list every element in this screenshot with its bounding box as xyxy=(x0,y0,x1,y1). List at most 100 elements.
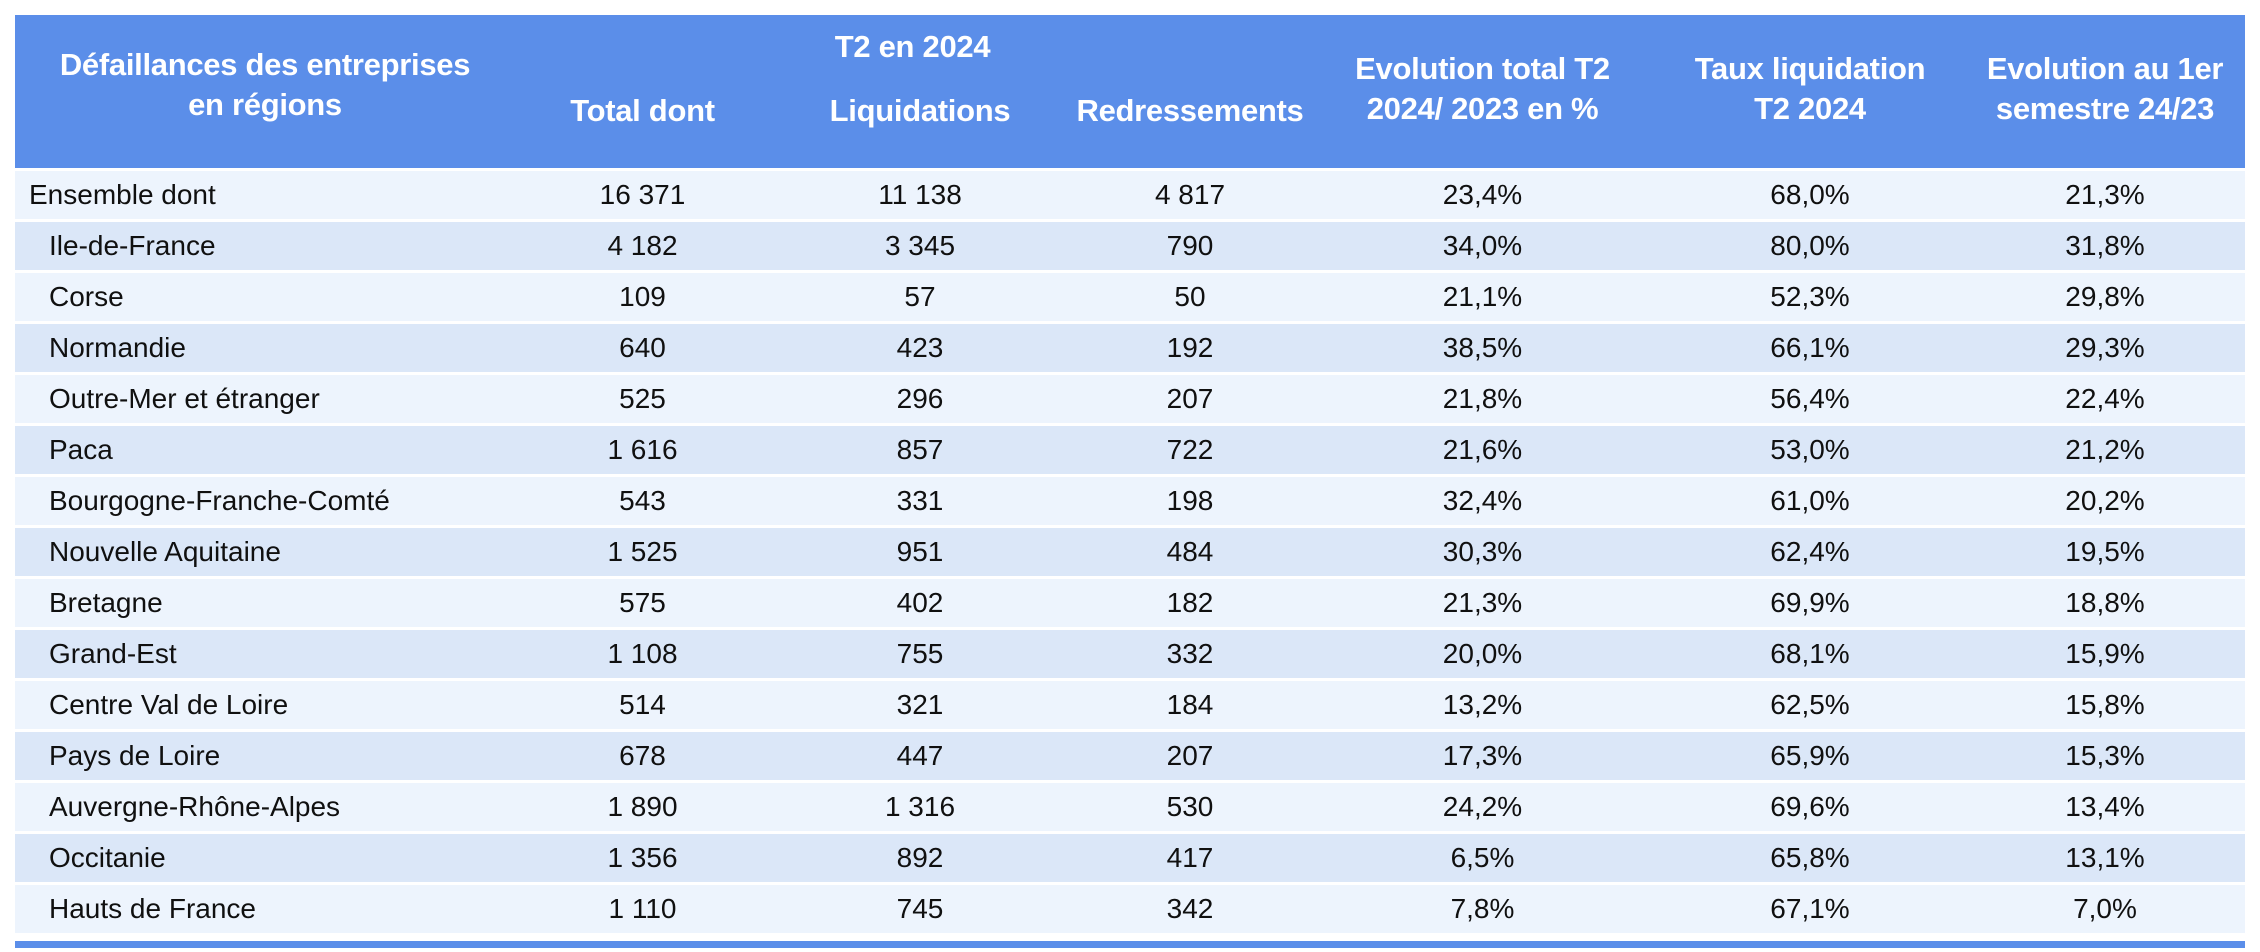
total-cell: 1 110 xyxy=(608,893,677,924)
liquidations-cell: 331 xyxy=(896,485,944,516)
liquidations-cell: 1 316 xyxy=(884,791,956,822)
evolution-t2-cell: 20,0% xyxy=(1442,638,1523,669)
evolution-semestre-cell: 13,1% xyxy=(2065,842,2145,873)
evolution-semestre-cell: 29,3% xyxy=(2065,332,2145,363)
total-cell: 109 xyxy=(619,281,666,312)
header-col-redressements: Redressements xyxy=(1076,93,1304,128)
total-cell: 525 xyxy=(619,383,666,414)
redressements-cell: 192 xyxy=(1166,332,1214,363)
table-row: Ile-de-France 4 182 3 345 790 34,0% 80,0… xyxy=(15,222,2245,270)
header-col-evolution-t2-line2: 2024/ 2023 en % xyxy=(1366,90,1599,126)
header-col-evolution-semestre-line1: Evolution au 1er xyxy=(1986,50,2224,86)
region-cell: Paca xyxy=(49,434,113,465)
liquidations-cell: 447 xyxy=(896,740,944,771)
evolution-t2-cell: 34,0% xyxy=(1442,230,1523,261)
total-cell: 1 616 xyxy=(607,434,678,465)
evolution-t2-cell: 32,4% xyxy=(1442,485,1523,516)
evolution-t2-cell: 38,5% xyxy=(1442,332,1523,363)
header-region-title: Défaillances des entreprises en régions xyxy=(15,45,515,139)
evolution-t2-cell: 24,2% xyxy=(1442,791,1523,822)
evolution-t2-cell: 21,6% xyxy=(1442,434,1523,465)
liquidations-cell: 296 xyxy=(896,383,944,414)
taux-liquidation-cell: 66,1% xyxy=(1770,332,1850,363)
table-row: Centre Val de Loire 514 321 184 13,2% 62… xyxy=(15,681,2245,729)
region-cell: Grand-Est xyxy=(49,638,177,669)
evolution-semestre-cell: 19,5% xyxy=(2065,536,2145,567)
header-col-evolution-semestre: Evolution au 1er semestre 24/23 xyxy=(1965,49,2245,135)
region-cell: Outre-Mer et étranger xyxy=(49,383,320,414)
liquidations-cell: 755 xyxy=(896,638,944,669)
region-cell: Occitanie xyxy=(49,842,166,873)
evolution-t2-cell: 21,3% xyxy=(1442,587,1523,618)
table-row: Hauts de France 1 110 745 342 7,8% 67,1%… xyxy=(15,885,2245,933)
evolution-t2-cell: 21,8% xyxy=(1442,383,1523,414)
taux-liquidation-cell: 67,1% xyxy=(1770,893,1850,924)
table-body: Ensemble dont 16 371 11 138 4 817 23,4% … xyxy=(15,171,2245,933)
redressements-cell: 207 xyxy=(1166,740,1214,771)
header-group-t2-2024: T2 en 2024 xyxy=(834,29,991,64)
evolution-semestre-cell: 7,0% xyxy=(2073,893,2137,924)
liquidations-cell: 321 xyxy=(896,689,944,720)
redressements-cell: 207 xyxy=(1166,383,1214,414)
table-row: Normandie 640 423 192 38,5% 66,1% 29,3% xyxy=(15,324,2245,372)
evolution-semestre-cell: 15,8% xyxy=(2065,689,2145,720)
region-cell: Normandie xyxy=(49,332,186,363)
evolution-t2-cell: 7,8% xyxy=(1450,893,1515,924)
evolution-t2-cell: 30,3% xyxy=(1442,536,1523,567)
liquidations-cell: 951 xyxy=(896,536,944,567)
header-col-total-dont: Total dont xyxy=(570,93,715,128)
redressements-cell: 342 xyxy=(1166,893,1214,924)
liquidations-cell: 402 xyxy=(896,587,944,618)
liquidations-cell: 11 138 xyxy=(878,179,962,210)
liquidations-cell: 745 xyxy=(896,893,944,924)
taux-liquidation-cell: 68,0% xyxy=(1770,179,1850,210)
redressements-cell: 184 xyxy=(1166,689,1214,720)
taux-liquidation-cell: 62,4% xyxy=(1770,536,1850,567)
total-cell: 16 371 xyxy=(599,179,686,210)
table-row: Auvergne-Rhône-Alpes 1 890 1 316 530 24,… xyxy=(15,783,2245,831)
region-cell: Hauts de France xyxy=(49,893,256,924)
evolution-t2-cell: 17,3% xyxy=(1442,740,1523,771)
table-row: Grand-Est 1 108 755 332 20,0% 68,1% 15,9… xyxy=(15,630,2245,678)
taux-liquidation-cell: 69,6% xyxy=(1770,791,1850,822)
redressements-cell: 4 817 xyxy=(1154,179,1226,210)
region-cell: Corse xyxy=(49,281,124,312)
header-col-liquidations: Liquidations xyxy=(829,93,1011,128)
taux-liquidation-cell: 56,4% xyxy=(1770,383,1850,414)
taux-liquidation-cell: 61,0% xyxy=(1770,485,1850,516)
total-cell: 640 xyxy=(619,332,666,363)
evolution-semestre-cell: 15,3% xyxy=(2065,740,2145,771)
total-cell: 1 108 xyxy=(607,638,678,669)
evolution-semestre-cell: 22,4% xyxy=(2065,383,2145,414)
table-row: Paca 1 616 857 722 21,6% 53,0% 21,2% xyxy=(15,426,2245,474)
redressements-cell: 484 xyxy=(1166,536,1214,567)
table-row: Ensemble dont 16 371 11 138 4 817 23,4% … xyxy=(15,171,2245,219)
evolution-semestre-cell: 20,2% xyxy=(2065,485,2145,516)
redressements-cell: 417 xyxy=(1166,842,1214,873)
evolution-semestre-cell: 15,9% xyxy=(2065,638,2145,669)
redressements-cell: 182 xyxy=(1166,587,1214,618)
total-cell: 543 xyxy=(619,485,666,516)
evolution-semestre-cell: 13,4% xyxy=(2065,791,2145,822)
table-row: Bretagne 575 402 182 21,3% 69,9% 18,8% xyxy=(15,579,2245,627)
region-cell: Pays de Loire xyxy=(49,740,221,771)
header-col-evolution-semestre-line2: semestre 24/23 xyxy=(1995,90,2215,126)
total-cell: 1 525 xyxy=(607,536,678,567)
region-cell: Bretagne xyxy=(49,587,163,618)
evolution-semestre-cell: 21,2% xyxy=(2065,434,2145,465)
header-col-taux-liquidation-line1: Taux liquidation xyxy=(1694,50,1926,86)
evolution-t2-cell: 23,4% xyxy=(1442,179,1523,210)
taux-liquidation-cell: 65,9% xyxy=(1770,740,1850,771)
liquidations-cell: 857 xyxy=(896,434,944,465)
total-cell: 1 890 xyxy=(607,791,678,822)
table-row: Nouvelle Aquitaine 1 525 951 484 30,3% 6… xyxy=(15,528,2245,576)
region-cell: Ile-de-France xyxy=(49,230,216,261)
total-cell: 678 xyxy=(619,740,666,771)
total-cell: 514 xyxy=(619,689,666,720)
redressements-cell: 530 xyxy=(1166,791,1214,822)
header-region-title-line1: Défaillances des entreprises xyxy=(59,46,471,82)
region-cell: Nouvelle Aquitaine xyxy=(49,536,281,567)
evolution-semestre-cell: 18,8% xyxy=(2065,587,2145,618)
liquidations-cell: 423 xyxy=(896,332,944,363)
